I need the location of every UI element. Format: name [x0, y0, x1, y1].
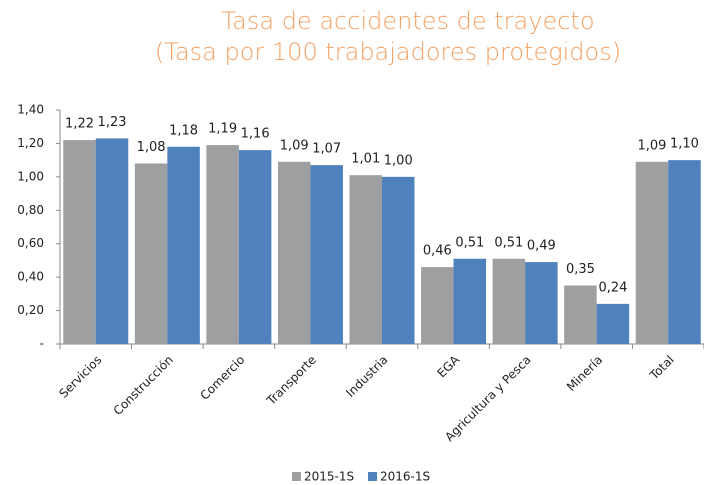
x-tick-label: Comercio: [197, 353, 247, 403]
value-label: 0,51: [455, 235, 484, 250]
y-tick-label: 1,00: [17, 169, 44, 183]
y-tick-label: 0,60: [17, 236, 44, 250]
value-label: 1,09: [280, 138, 309, 153]
value-label: 1,01: [351, 152, 380, 167]
bar: [134, 163, 168, 344]
x-tick-label: Construcción: [111, 353, 176, 418]
value-label: 0,35: [566, 262, 595, 277]
chart-subtitle: (Tasa por 100 trabajadores protegidos): [155, 38, 621, 66]
y-tick-label: -: [40, 337, 44, 351]
legend-label: 2016-1S: [380, 470, 430, 484]
value-label: 1,22: [65, 117, 94, 132]
bar: [277, 161, 311, 344]
x-tick-label: Industria: [343, 353, 390, 400]
y-tick-label: 0,80: [17, 203, 44, 217]
value-label: 1,10: [670, 137, 699, 152]
bar: [668, 160, 701, 344]
value-label: 0,46: [423, 244, 452, 259]
legend-label: 2015-1S: [304, 470, 354, 484]
value-label: 1,08: [137, 140, 166, 155]
value-label: 1,00: [384, 153, 413, 168]
y-tick-label: 1,20: [17, 136, 44, 150]
bar: [63, 140, 96, 344]
x-tick-label: Total: [646, 353, 676, 383]
value-label: 0,49: [527, 239, 556, 254]
legend-swatch: [292, 472, 301, 481]
bar: [238, 150, 272, 344]
bar: [167, 146, 200, 344]
value-label: 1,18: [169, 123, 198, 138]
value-label: 0,24: [598, 280, 627, 295]
value-label: 1,19: [208, 122, 237, 137]
bar: [525, 262, 558, 344]
bar: [453, 258, 487, 344]
bar: [421, 267, 454, 344]
legend-swatch: [368, 472, 377, 481]
y-tick-label: 1,40: [17, 103, 44, 117]
x-tick-label: EGA: [435, 352, 463, 380]
value-label: 1,09: [637, 138, 666, 153]
bar: [310, 165, 343, 344]
bar: [596, 303, 630, 344]
chart-title: Tasa de accidentes de trayecto: [221, 7, 594, 35]
value-label: 1,16: [241, 127, 270, 142]
value-label: 0,51: [494, 235, 523, 250]
value-label: 1,23: [98, 115, 127, 130]
y-tick-label: 0,20: [17, 303, 44, 317]
bar: [564, 285, 597, 344]
bar: [206, 145, 239, 344]
bar: [382, 176, 415, 344]
bar: [635, 161, 669, 344]
x-tick-label: Transporte: [263, 353, 319, 409]
value-label: 1,07: [312, 142, 341, 157]
x-tick-label: Servicios: [56, 353, 104, 401]
bar: [95, 138, 129, 344]
y-tick-label: 0,40: [17, 270, 44, 284]
bar: [349, 175, 382, 344]
x-tick-label: Minería: [564, 353, 605, 394]
bar: [492, 258, 526, 344]
